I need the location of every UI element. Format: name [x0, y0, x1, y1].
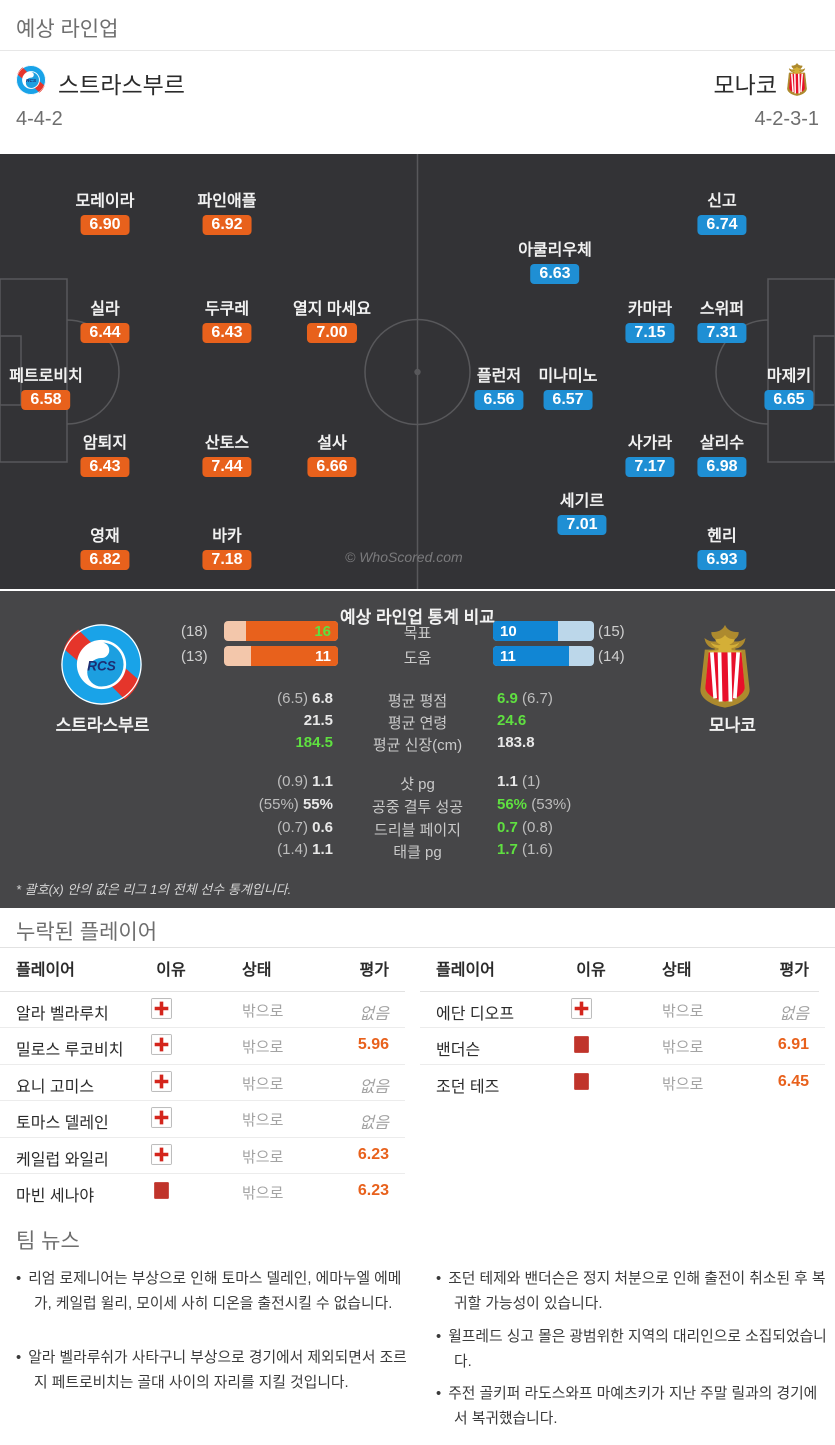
svg-text:RCS: RCS — [26, 78, 37, 84]
svg-text:RCS: RCS — [87, 658, 116, 673]
